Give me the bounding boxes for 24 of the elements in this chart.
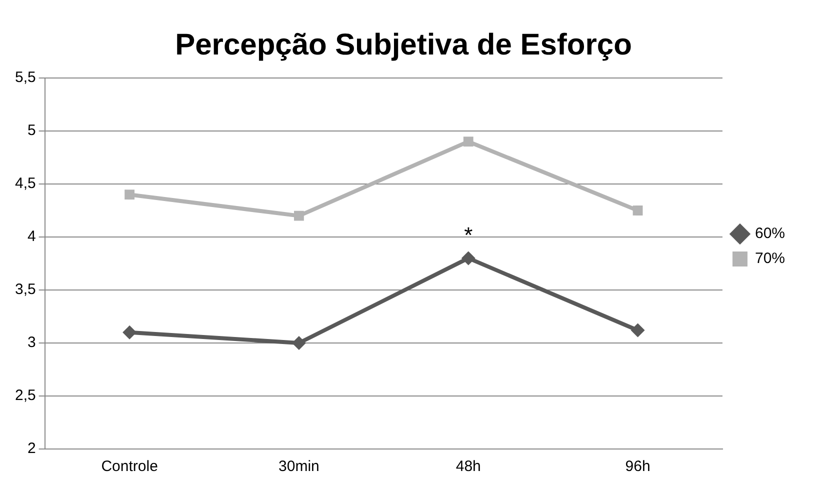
point <box>122 325 137 340</box>
point <box>461 251 476 266</box>
y-tick-label: 5,5 <box>14 69 36 86</box>
legend-label: 70% <box>754 250 786 268</box>
point <box>632 206 643 216</box>
y-tick-label: 3 <box>28 334 36 352</box>
chart-title: Percepção Subjetiva de Esforço <box>175 28 632 62</box>
y-tick-label: 5 <box>28 122 36 140</box>
x-tick-label: Controle <box>101 458 158 476</box>
point <box>292 336 306 350</box>
y-tick-label: 4 <box>28 228 36 246</box>
y-tick-label: 4,5 <box>14 175 36 192</box>
y-tick-label: 2,5 <box>14 387 36 404</box>
point <box>463 136 474 147</box>
x-tick-label: 30min <box>278 458 320 476</box>
point <box>630 323 645 338</box>
annotation: * <box>464 222 474 248</box>
point <box>294 210 304 221</box>
x-tick-label: 96h <box>625 458 650 476</box>
point <box>124 190 135 200</box>
x-tick-label: 48h <box>456 458 481 476</box>
y-tick-label: 2 <box>28 440 36 458</box>
y-tick-label: 3,5 <box>14 281 36 298</box>
legend-label: 60% <box>754 225 786 242</box>
